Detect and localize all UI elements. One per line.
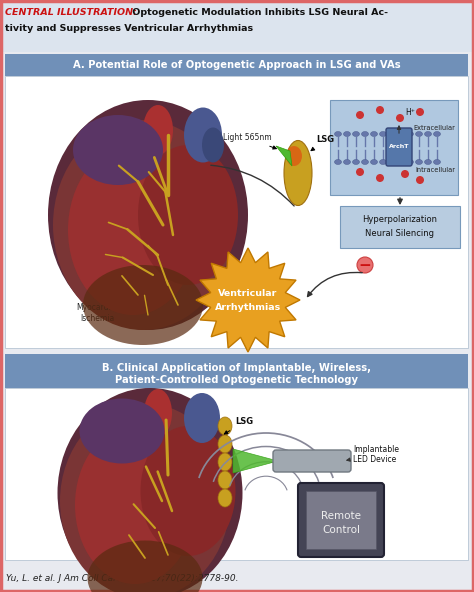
Ellipse shape <box>371 131 377 137</box>
Text: Hyperpolarization: Hyperpolarization <box>363 215 438 224</box>
Ellipse shape <box>434 159 440 165</box>
Text: CENTRAL ILLUSTRATION:: CENTRAL ILLUSTRATION: <box>5 8 137 17</box>
Ellipse shape <box>218 453 232 471</box>
Ellipse shape <box>407 131 413 137</box>
Ellipse shape <box>335 159 341 165</box>
Ellipse shape <box>286 146 302 166</box>
Ellipse shape <box>184 108 222 162</box>
Ellipse shape <box>344 131 350 137</box>
Ellipse shape <box>380 159 386 165</box>
Ellipse shape <box>53 120 233 330</box>
Ellipse shape <box>389 159 395 165</box>
Text: Intracellular: Intracellular <box>415 167 455 173</box>
FancyBboxPatch shape <box>330 100 458 195</box>
Text: LSG: LSG <box>311 136 334 150</box>
Ellipse shape <box>380 131 386 137</box>
Ellipse shape <box>353 159 359 165</box>
Ellipse shape <box>218 489 232 507</box>
Ellipse shape <box>218 471 232 489</box>
Circle shape <box>376 174 384 182</box>
Ellipse shape <box>83 265 203 345</box>
Polygon shape <box>276 146 292 166</box>
Ellipse shape <box>398 131 404 137</box>
Ellipse shape <box>416 159 422 165</box>
FancyBboxPatch shape <box>306 491 376 549</box>
Text: Optogenetic Modulation Inhibits LSG Neural Ac-: Optogenetic Modulation Inhibits LSG Neur… <box>129 8 388 17</box>
Text: −: − <box>359 259 371 274</box>
Ellipse shape <box>68 145 198 315</box>
Text: ArchT: ArchT <box>389 144 409 150</box>
Ellipse shape <box>353 131 359 137</box>
Ellipse shape <box>80 398 164 464</box>
Ellipse shape <box>398 159 404 165</box>
Ellipse shape <box>425 131 431 137</box>
Text: Remote: Remote <box>321 511 361 521</box>
Text: Patient-Controlled Optogenetic Technology: Patient-Controlled Optogenetic Technolog… <box>116 375 358 385</box>
Ellipse shape <box>425 159 431 165</box>
Ellipse shape <box>144 389 172 437</box>
Ellipse shape <box>407 159 413 165</box>
Polygon shape <box>233 449 278 473</box>
Polygon shape <box>196 248 300 352</box>
Ellipse shape <box>434 131 440 137</box>
Ellipse shape <box>344 159 350 165</box>
Ellipse shape <box>140 426 236 556</box>
FancyBboxPatch shape <box>340 206 460 248</box>
Ellipse shape <box>362 131 368 137</box>
Circle shape <box>356 168 364 176</box>
Text: LSG: LSG <box>224 417 253 434</box>
Circle shape <box>401 170 409 178</box>
Ellipse shape <box>335 131 341 137</box>
Ellipse shape <box>138 145 238 285</box>
Ellipse shape <box>218 417 232 435</box>
Ellipse shape <box>48 100 248 330</box>
Text: H⁺: H⁺ <box>405 108 415 117</box>
Ellipse shape <box>73 115 163 185</box>
Text: Neural Silencing: Neural Silencing <box>365 230 435 239</box>
FancyBboxPatch shape <box>5 354 468 388</box>
FancyBboxPatch shape <box>273 450 351 472</box>
FancyBboxPatch shape <box>2 2 472 52</box>
Circle shape <box>357 257 373 273</box>
Text: Yu, L. et al. J Am Coll Cardiol. 2017;70(22):2778-90.: Yu, L. et al. J Am Coll Cardiol. 2017;70… <box>6 574 238 583</box>
Text: Light 565nm: Light 565nm <box>223 134 276 149</box>
Ellipse shape <box>218 435 232 453</box>
Text: Control: Control <box>322 525 360 535</box>
Ellipse shape <box>202 127 224 162</box>
Text: Myocardial
Ischemia: Myocardial Ischemia <box>76 303 118 323</box>
Ellipse shape <box>416 131 422 137</box>
Ellipse shape <box>57 388 243 592</box>
Text: B. Clinical Application of Implantable, Wireless,: B. Clinical Application of Implantable, … <box>102 363 372 373</box>
Text: Extracellular: Extracellular <box>413 125 455 131</box>
Circle shape <box>416 108 424 116</box>
Circle shape <box>376 106 384 114</box>
Ellipse shape <box>143 105 173 155</box>
Circle shape <box>396 114 404 122</box>
Ellipse shape <box>284 140 312 205</box>
FancyBboxPatch shape <box>5 54 468 76</box>
Circle shape <box>416 176 424 184</box>
Ellipse shape <box>60 404 230 592</box>
Text: Arrhythmias: Arrhythmias <box>215 304 281 313</box>
Ellipse shape <box>75 426 195 584</box>
Text: A. Potential Role of Optogenetic Approach in LSG and VAs: A. Potential Role of Optogenetic Approac… <box>73 60 401 70</box>
Text: Ventricular: Ventricular <box>219 289 278 298</box>
Circle shape <box>356 111 364 119</box>
Ellipse shape <box>371 159 377 165</box>
FancyBboxPatch shape <box>386 128 412 166</box>
Ellipse shape <box>362 159 368 165</box>
FancyBboxPatch shape <box>5 388 468 560</box>
FancyBboxPatch shape <box>298 483 384 557</box>
Text: tivity and Suppresses Ventricular Arrhythmias: tivity and Suppresses Ventricular Arrhyt… <box>5 24 253 33</box>
Text: Implantable
LED Device: Implantable LED Device <box>347 445 399 464</box>
Ellipse shape <box>184 393 220 443</box>
FancyBboxPatch shape <box>5 76 468 348</box>
Ellipse shape <box>88 540 202 592</box>
Ellipse shape <box>389 131 395 137</box>
